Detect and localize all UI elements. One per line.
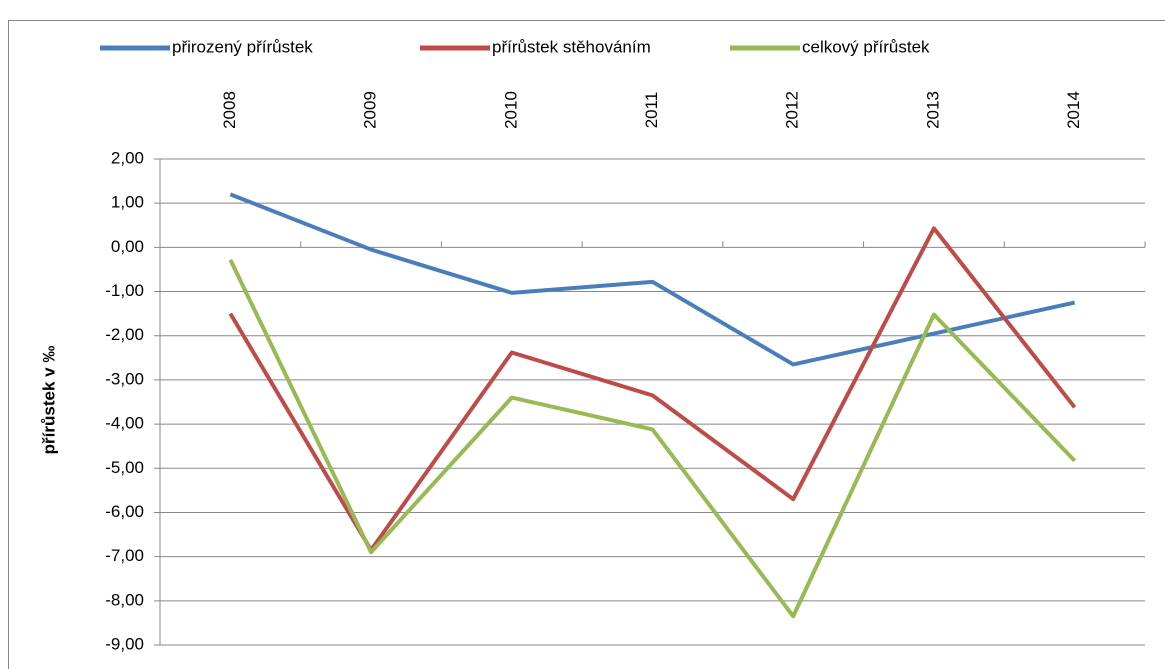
x-tick-label: 2012	[783, 91, 802, 129]
x-tick-label: 2009	[361, 91, 380, 129]
x-tick-label: 2011	[642, 92, 661, 129]
legend-label: přirozený přírůstek	[172, 37, 313, 56]
x-tick-label: 2008	[220, 91, 239, 129]
y-tick-label: -1,00	[105, 281, 144, 300]
x-tick-label: 2013	[923, 91, 942, 129]
y-tick-label: -3,00	[105, 369, 144, 388]
y-axis-label: přírůstek v ‰	[39, 346, 58, 455]
chart-frame	[8, 20, 1165, 669]
y-tick-label: 2,00	[111, 148, 144, 167]
y-tick-label: -6,00	[105, 502, 144, 521]
series-line	[229, 192, 1076, 367]
y-tick-label: -4,00	[105, 414, 144, 433]
y-tick-label: -8,00	[105, 590, 144, 609]
legend-label: celkový přírůstek	[802, 37, 930, 56]
series-line	[228, 258, 1077, 619]
y-tick-label: 1,00	[111, 193, 144, 212]
y-tick-label: -2,00	[105, 325, 144, 344]
legend-label: přírůstek stěhováním	[492, 37, 651, 56]
x-tick-label: 2010	[501, 91, 520, 129]
y-tick-label: -9,00	[105, 634, 144, 653]
x-tick-label: 2014	[1064, 91, 1083, 129]
y-tick-label: -7,00	[105, 546, 144, 565]
y-tick-label: -5,00	[105, 458, 144, 477]
y-tick-label: 0,00	[111, 237, 144, 256]
